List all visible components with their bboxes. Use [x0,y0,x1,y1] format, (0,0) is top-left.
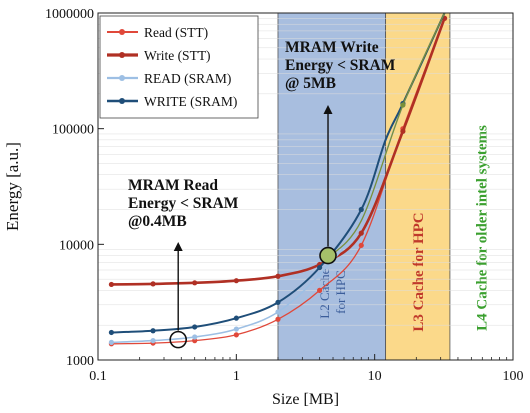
data-point-write-sram [275,299,281,305]
legend: Read (STT) Write (STT) READ (SRAM) WRITE (S… [99,15,259,119]
region-label-1: L2 Cache for HPC [317,265,348,318]
annotation-circle-1 [169,330,188,349]
annotation-line: Energy < SRAM [128,195,239,212]
data-point-write-stt [150,281,156,287]
series-line-write-sram [111,12,446,334]
y-tick-label: 100000 [52,123,94,138]
annotation-arrowhead-1 [173,242,183,251]
region-label-2: L3 Cache for HPC [411,212,427,331]
data-point-write-stt [108,281,115,288]
annotation-line: Energy < SRAM [285,57,396,74]
series-line-write-stt [111,17,446,286]
x-axis-label: Size [MB] [272,391,339,408]
data-point-write-stt [400,128,406,134]
legend-label-write-sram: WRITE (SRAM) [144,94,237,109]
data-series [108,12,448,347]
x-tick-label: 0.1 [89,369,107,384]
x-tick-label: 100 [503,369,524,384]
legend-label-write-stt: Write (STT) [144,48,211,63]
data-point-read-stt [192,338,198,344]
region-label-3: L4 Cache for older intel systems [474,125,490,331]
data-point-write-sram [192,324,198,330]
series-line-crossover [326,12,446,260]
legend-marker-read-sram [119,75,125,81]
data-point-write-stt [192,280,198,286]
y-axis-label: Energy [a.u.] [3,142,22,231]
data-point-read-stt [358,242,364,248]
annotation-line: @ 5MB [285,75,336,92]
y-tick-label: 1000000 [45,7,94,22]
x-tick-label: 10 [368,369,382,384]
data-point-write-stt [233,278,239,284]
data-point-read-sram [275,309,281,315]
legend-label-read-stt: Read (STT) [144,25,208,40]
x-tick-label: 1 [233,369,240,384]
data-point-write-sram [233,315,239,321]
region-1 [277,12,387,361]
data-point-write-sram [317,264,323,271]
legend-marker-read-stt [119,29,125,35]
annotation-line: @0.4MB [128,213,187,230]
annotation-arrowhead-2 [323,105,333,114]
data-point-read-sram [233,326,239,332]
data-point-write-sram [150,328,156,334]
annotation-text-2: MRAM Write Energy < SRAM @ 5MB [285,39,396,92]
annotation-line: MRAM Write [285,39,379,56]
y-tick-label: 10000 [59,238,94,253]
annotation-line: MRAM Read [128,177,218,194]
data-point-crossover [400,102,406,108]
data-point-read-sram [192,334,198,340]
data-point-read-sram [317,271,323,277]
cache-regions: L2 Cache for HPC L3 Cache for HPC L4 Cache… [277,12,514,361]
data-point-read-stt [275,316,281,322]
data-point-write-sram [108,329,115,336]
legend-box [99,15,259,119]
data-point-read-sram [150,338,156,344]
axes: 0.1 1 10 100 1000 10000 100000 1000000 Size [MB]… [3,7,524,408]
data-point-write-stt [275,273,281,279]
legend-marker-write-sram [119,98,125,104]
legend-label-read-sram: READ (SRAM) [144,71,231,86]
data-point-read-stt [233,332,239,338]
annotation-text-1: MRAM Read Energy < SRAM @0.4MB [128,177,239,230]
data-point-write-sram [358,206,364,213]
annotation-circle-2 [319,246,337,265]
y-tick-label: 1000 [66,354,94,369]
data-point-read-sram [108,339,115,345]
legend-marker-write-stt [119,52,125,58]
plot-frame [97,12,514,361]
data-point-read-stt [317,287,323,293]
data-point-write-stt [358,230,364,236]
